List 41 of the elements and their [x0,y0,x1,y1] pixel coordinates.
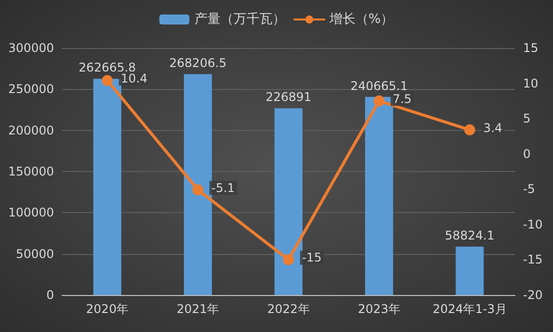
y2-tick-label: -20 [523,288,543,302]
y2-tick-label: 10 [523,76,538,90]
data-label: -15 [302,250,322,265]
y-tick-label: 300000 [8,41,54,55]
point [102,74,113,86]
data-label: 268206.5 [169,56,227,70]
bar [184,74,212,295]
x-tick-label: 2021年 [176,302,220,316]
y-tick-label: 250000 [8,82,54,96]
y2-tick-label: -10 [523,217,543,232]
x-tick-label: 2024年1-3月 [432,302,507,316]
x-tick-label: 2023年 [358,302,400,316]
x-tick-label: 2020年 [86,302,129,316]
y2-tick-label: -15 [523,252,543,267]
bar [93,78,122,295]
data-label: 7.5 [392,92,412,106]
legend-label: 产量（万千瓦） [194,12,286,27]
y-tick-label: 50000 [16,246,54,261]
y2-tick-label: -5 [523,182,535,196]
data-label: 58824.1 [444,228,495,243]
data-label: 3.4 [483,120,502,135]
bar [456,246,484,295]
y-tick-label: 150000 [8,164,54,178]
bar [365,96,394,295]
data-label: 226891 [266,90,312,104]
y-tick-label: 200000 [8,123,54,138]
y2-tick-label: 15 [523,41,538,55]
data-label: 240665.1 [350,78,408,93]
data-label: -5.1 [211,180,235,195]
point [283,254,294,266]
x-tick-label: 2022年 [267,302,310,316]
point [192,184,204,196]
y-tick-label: 0 [46,288,54,302]
legend-label: 增长（%） [328,12,394,27]
point [464,124,476,136]
y2-tick-label: 5 [523,112,531,126]
y2-tick-label: 0 [523,146,531,161]
point [374,95,385,106]
bar [274,108,302,295]
y-tick-label: 100000 [8,206,54,220]
data-label: 10.4 [120,71,148,86]
